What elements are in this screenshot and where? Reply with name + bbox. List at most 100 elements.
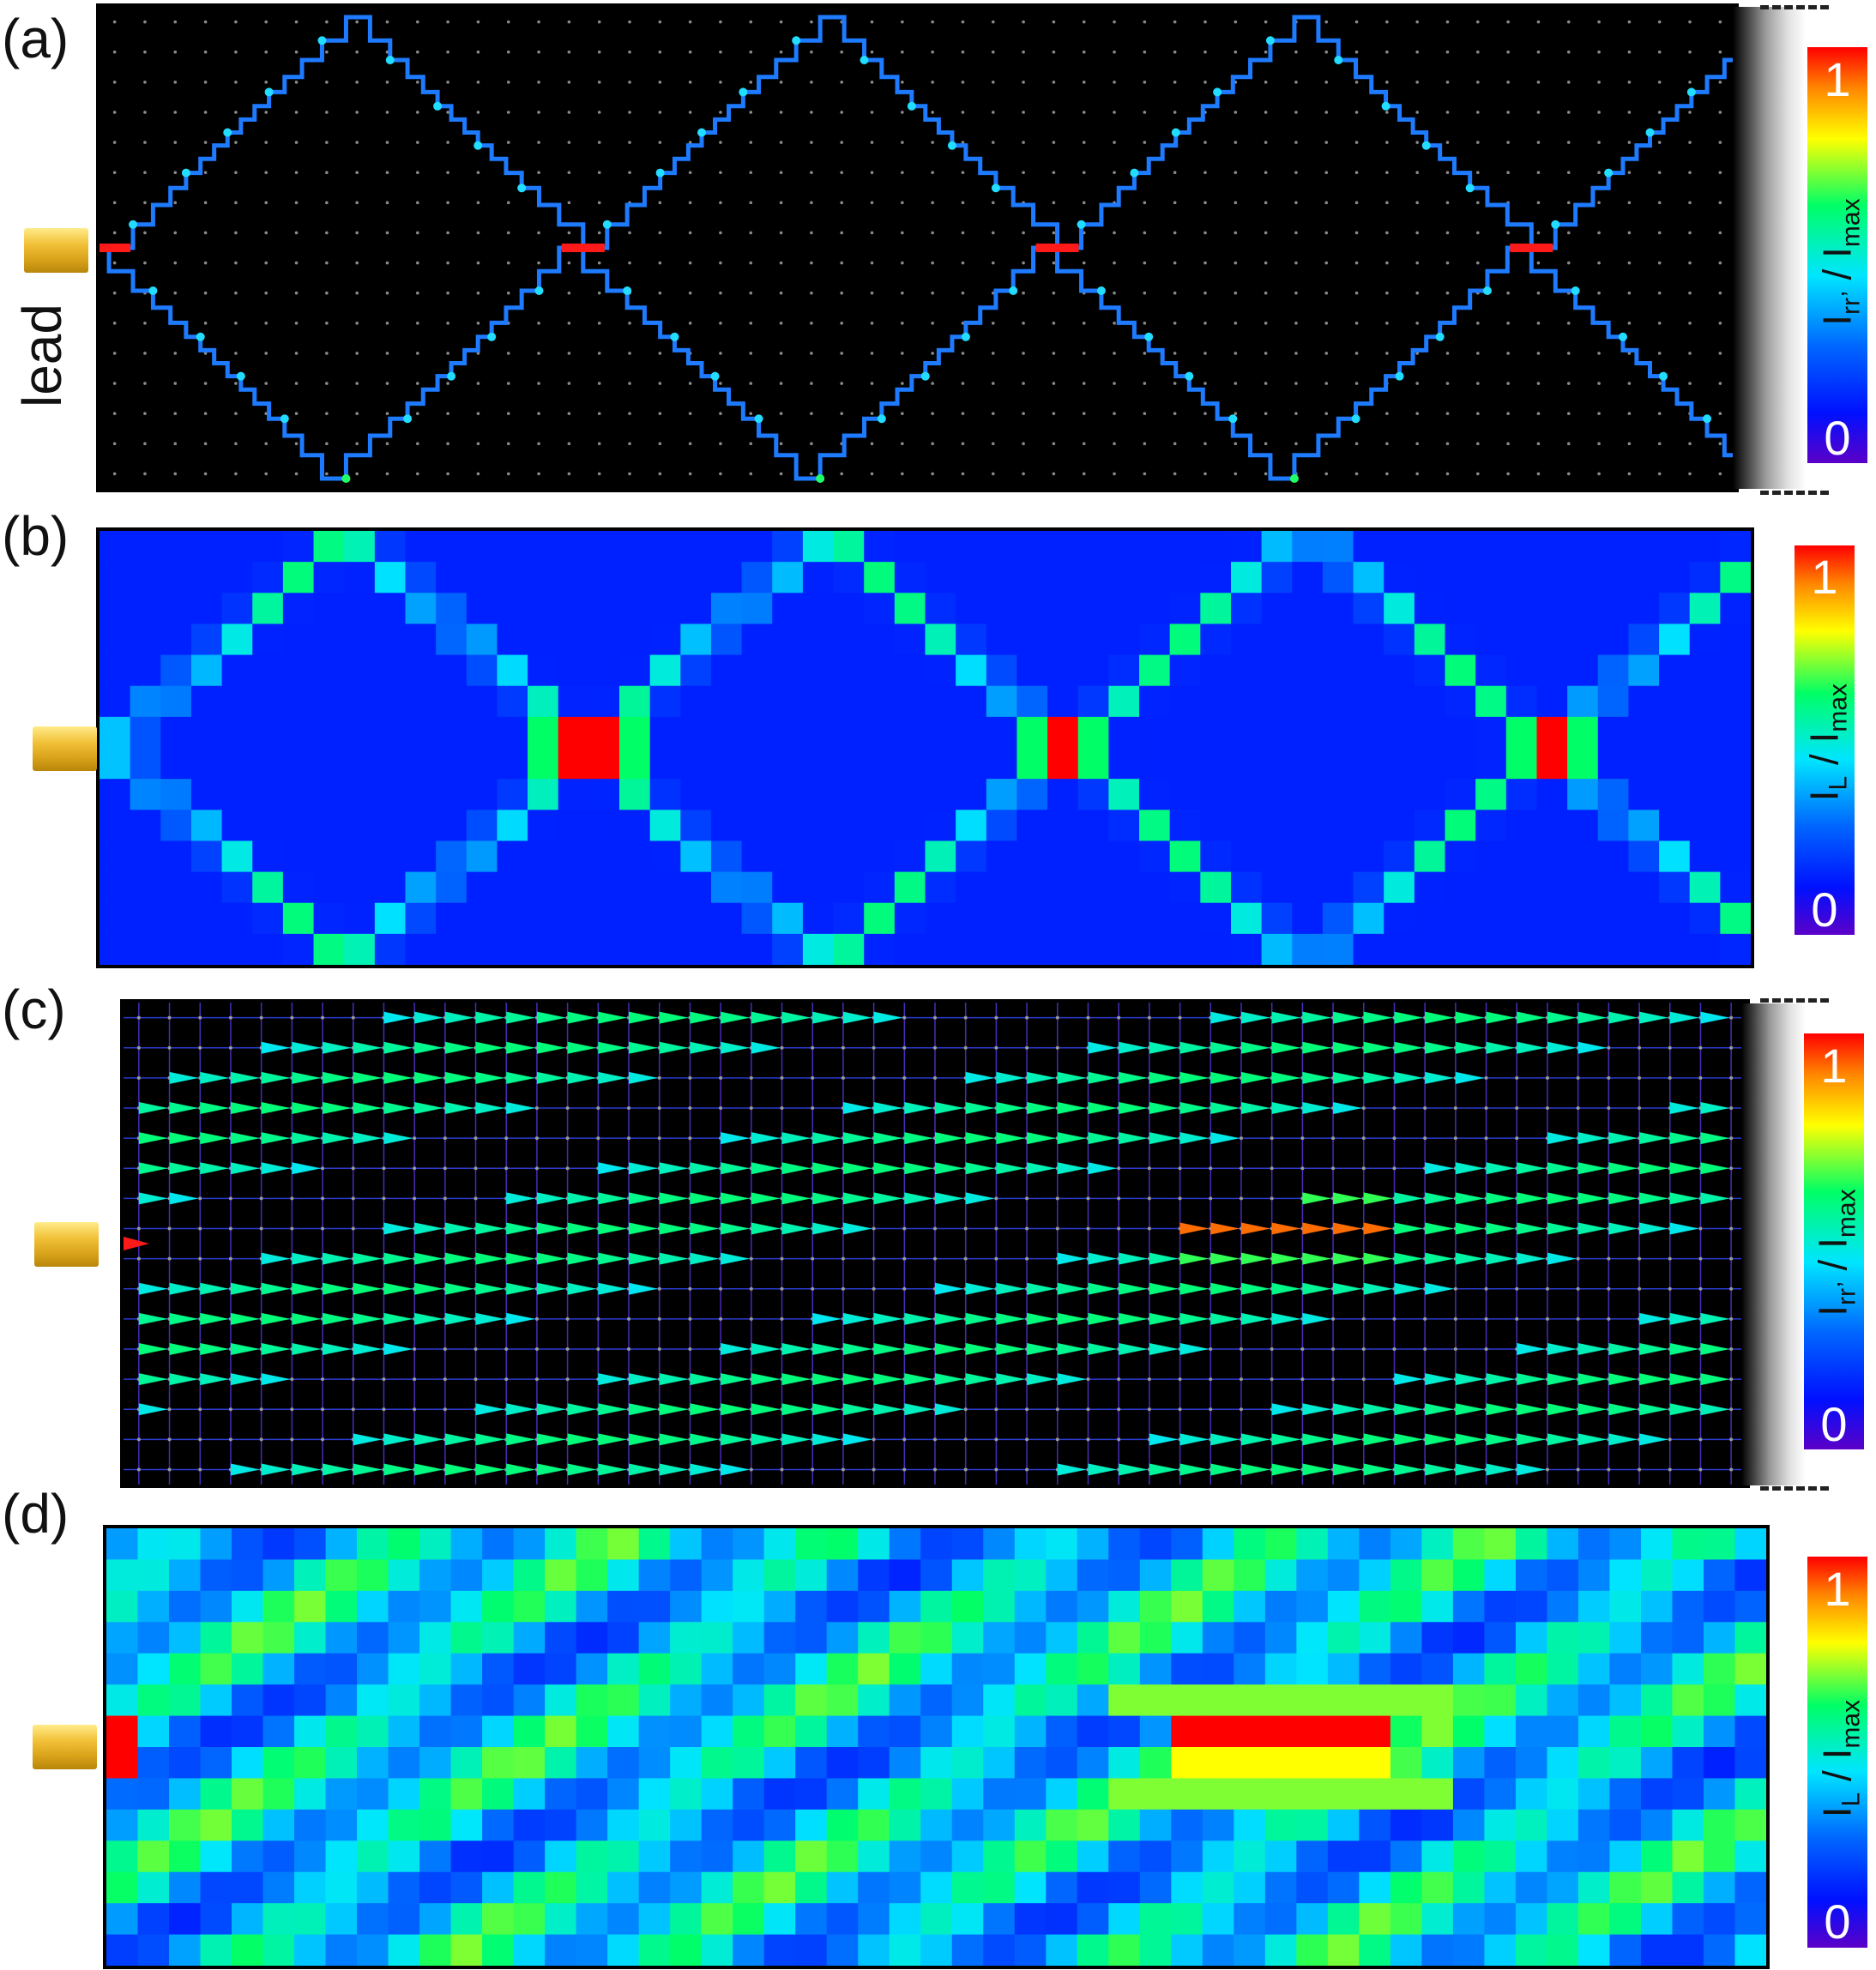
lattice-site xyxy=(1209,1377,1213,1382)
current-arrow xyxy=(169,1373,199,1386)
density-cell xyxy=(649,902,681,935)
lattice-site xyxy=(1324,412,1329,415)
density-cell xyxy=(983,1778,1016,1810)
current-arrow xyxy=(873,1373,903,1386)
density-cell xyxy=(1139,902,1171,935)
lattice-site xyxy=(1729,1437,1734,1442)
current-arrow xyxy=(1240,1071,1270,1084)
density-cell xyxy=(1171,1622,1203,1654)
lattice-site xyxy=(294,111,299,114)
current-arrow xyxy=(781,1162,811,1175)
density-cell xyxy=(1014,1590,1047,1623)
lattice-site xyxy=(961,382,965,385)
lattice-site xyxy=(416,81,419,84)
density-cell xyxy=(1659,810,1691,841)
density-cell xyxy=(497,779,528,810)
density-cell xyxy=(1720,716,1751,749)
density-cell xyxy=(858,1903,890,1936)
lattice-site xyxy=(779,291,783,295)
lattice-site xyxy=(1117,1166,1121,1171)
density-cell xyxy=(252,871,284,904)
current-arrow xyxy=(1608,1192,1638,1205)
lattice-site xyxy=(1718,352,1722,355)
lattice-site xyxy=(173,141,178,144)
current-arrow xyxy=(1517,1011,1547,1024)
density-cell xyxy=(1261,716,1293,749)
density-cell xyxy=(558,871,589,904)
lattice-site xyxy=(1385,472,1389,476)
lead-d xyxy=(33,1725,97,1769)
density-cell xyxy=(951,1871,984,1904)
lattice-site xyxy=(143,382,147,385)
lattice-site xyxy=(749,141,753,144)
density-cell xyxy=(833,779,865,810)
lattice-site xyxy=(567,322,571,325)
lattice-site xyxy=(1515,1075,1519,1080)
density-cell xyxy=(1261,779,1293,810)
lattice-site xyxy=(355,442,359,446)
lattice-site xyxy=(1143,231,1147,235)
current-arrow xyxy=(781,1192,811,1205)
density-cell xyxy=(200,1715,232,1748)
current-arrow xyxy=(1302,1011,1332,1024)
current-arrow xyxy=(1435,332,1445,341)
lattice-site xyxy=(1143,322,1147,325)
density-cell xyxy=(1016,871,1048,904)
density-cell xyxy=(1475,562,1507,593)
current-arrow xyxy=(629,1222,658,1235)
lattice-site xyxy=(446,261,449,265)
density-cell xyxy=(482,1934,515,1966)
density-cell xyxy=(1169,933,1201,965)
lattice-site xyxy=(355,231,359,235)
density-cell xyxy=(1292,654,1324,687)
lattice-site xyxy=(294,442,299,446)
density-cell xyxy=(619,654,651,687)
lattice-site xyxy=(290,1407,294,1412)
lattice-site xyxy=(779,442,783,446)
lattice-site xyxy=(173,171,178,174)
density-cell xyxy=(344,685,376,718)
lattice-site xyxy=(597,442,601,446)
current-arrow xyxy=(323,1071,352,1084)
density-cell xyxy=(388,1778,420,1810)
density-cell xyxy=(649,624,681,656)
density-cell xyxy=(772,933,804,965)
lattice-site xyxy=(1143,261,1147,265)
lattice-site xyxy=(325,171,329,174)
lattice-site xyxy=(385,382,389,385)
current-arrow xyxy=(751,1041,781,1054)
current-arrow xyxy=(1700,1403,1730,1416)
density-cell xyxy=(1200,685,1232,718)
density-cell xyxy=(1200,840,1232,873)
colorbar-c-top-label: 1 xyxy=(1820,1039,1848,1093)
density-cell xyxy=(1077,685,1109,718)
current-arrow xyxy=(1517,1342,1547,1355)
density-cell xyxy=(1202,1778,1234,1810)
density-cell xyxy=(325,1715,358,1748)
current-arrow xyxy=(148,286,158,295)
current-arrow xyxy=(1547,1252,1577,1265)
density-cell xyxy=(1515,1684,1547,1717)
lattice-site xyxy=(1234,412,1238,415)
density-cell xyxy=(1475,871,1507,904)
density-cell xyxy=(325,1653,358,1685)
density-cell xyxy=(1659,840,1691,873)
colorbar-d-title: IL / Imax xyxy=(1814,1699,1866,1818)
density-cell xyxy=(100,654,131,687)
lattice-site xyxy=(719,111,722,114)
density-cell xyxy=(858,1622,890,1654)
current-arrow xyxy=(629,1041,658,1054)
current-arrow xyxy=(169,1342,199,1355)
current-arrow xyxy=(536,1463,566,1476)
density-cell xyxy=(1390,1528,1422,1560)
lattice-site xyxy=(1203,382,1207,385)
density-cell xyxy=(545,1684,577,1717)
density-cell xyxy=(956,810,987,841)
current-arrow xyxy=(261,1101,291,1114)
lattice-site xyxy=(1052,201,1056,205)
lattice-site xyxy=(1025,1407,1029,1412)
lattice-site xyxy=(264,201,268,205)
density-cell xyxy=(1703,1934,1735,1966)
lattice-site xyxy=(173,472,178,476)
lattice-site xyxy=(385,472,389,476)
